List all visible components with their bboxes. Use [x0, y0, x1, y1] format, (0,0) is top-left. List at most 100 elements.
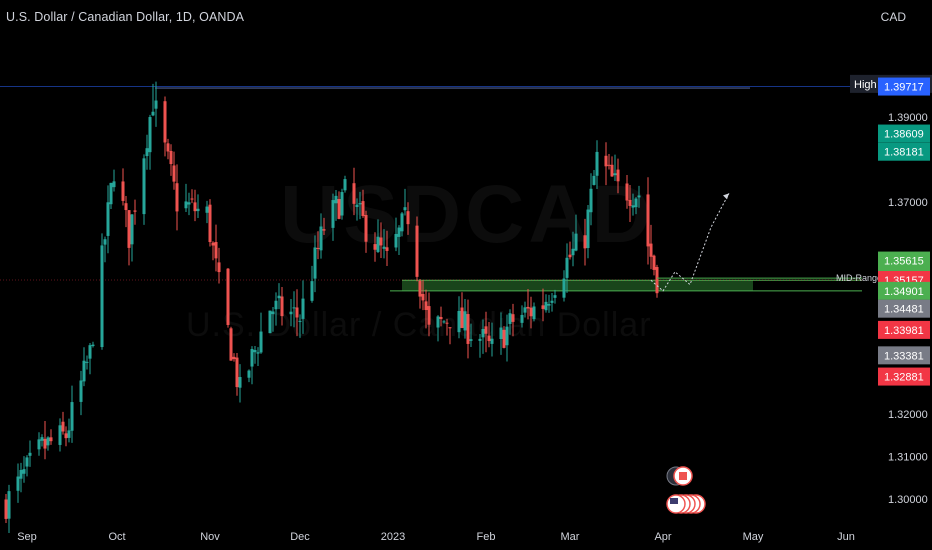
candle-body	[58, 425, 62, 445]
price-badge-bg	[878, 77, 930, 96]
candle-body	[331, 200, 335, 228]
candle-body	[169, 150, 173, 165]
price-badge: 1.33981	[878, 320, 930, 339]
candle-body	[184, 201, 188, 209]
candle-body	[82, 360, 86, 382]
candle-body	[172, 165, 176, 182]
price-badge: 1.34901	[878, 281, 930, 300]
candle-body	[88, 345, 92, 359]
candle-body	[313, 247, 317, 279]
price-badge-bg	[878, 320, 930, 339]
candle-body	[130, 214, 134, 245]
candle-body	[337, 198, 341, 219]
candle-body	[571, 248, 575, 256]
candle-body	[568, 254, 572, 258]
candle-body	[103, 239, 107, 245]
price-badge-value: 1.38181	[884, 147, 924, 159]
x-tick-label: Feb	[477, 531, 496, 543]
candle-body	[589, 188, 593, 213]
candle-body	[529, 307, 533, 317]
y-tick-label: 1.30000	[888, 494, 928, 506]
candle-body	[319, 226, 323, 251]
x-tick-label: Nov	[200, 531, 220, 543]
candle-body	[520, 314, 524, 323]
candle-body	[64, 433, 68, 439]
candle-body	[442, 321, 446, 323]
candle-body	[355, 204, 359, 208]
candle-body	[382, 246, 386, 249]
candle-body	[190, 198, 194, 200]
candle-body	[415, 225, 419, 277]
candle-body	[427, 306, 431, 325]
candle-body	[43, 438, 47, 449]
y-tick-label: 1.31000	[888, 451, 928, 463]
us-flag-canton	[670, 498, 678, 504]
event-icons	[666, 466, 706, 514]
candle-body	[148, 117, 152, 153]
price-badge: 1.32881	[878, 367, 930, 386]
candle-body	[298, 320, 302, 322]
candle-body	[22, 469, 26, 474]
price-badge-value: 1.34481	[884, 304, 924, 316]
candle-body	[505, 326, 509, 346]
candle-body	[343, 179, 347, 191]
price-badge-bg	[878, 142, 930, 161]
x-tick-label: 2023	[381, 531, 405, 543]
candle-body	[652, 255, 656, 270]
candle-body	[166, 143, 170, 152]
price-badge-value: 1.33381	[884, 350, 924, 362]
candle-body	[421, 293, 425, 301]
x-tick-label: Apr	[654, 531, 671, 543]
candle-body	[499, 327, 503, 340]
candle-body	[274, 300, 278, 310]
candle-body	[187, 202, 191, 205]
price-badge-bg	[878, 367, 930, 386]
mid-range-label: MID-Range	[836, 273, 882, 283]
candle-body	[175, 183, 179, 212]
currency-label: CAD	[880, 10, 906, 24]
candle-body	[61, 421, 65, 432]
candle-body	[163, 101, 167, 143]
candle-body	[226, 268, 230, 325]
candle-body	[37, 439, 41, 450]
candle-body	[271, 311, 275, 315]
candle-body	[484, 326, 488, 334]
candle-body	[28, 452, 32, 456]
candle-body	[211, 242, 215, 246]
y-tick-label: 1.32000	[888, 409, 928, 421]
watermark: USDCAD U.S. Dollar / Canadian Dollar	[186, 169, 651, 344]
candle-body	[361, 201, 365, 216]
candle-body	[397, 227, 401, 237]
x-tick-label: Dec	[290, 531, 310, 543]
candle-body	[7, 491, 11, 519]
time-axis: Sep Oct Nov Dec 2023 Feb Mar Apr May Jun	[17, 531, 855, 543]
candle-body	[373, 244, 377, 250]
projection-arrow	[723, 193, 729, 200]
candle-body	[376, 236, 380, 252]
chart-title: U.S. Dollar / Canadian Dollar, 1D, OANDA	[6, 10, 245, 24]
candle-body	[592, 175, 596, 185]
candle-body	[214, 242, 218, 259]
support-zone-layer	[0, 86, 862, 292]
candle-body	[106, 202, 110, 236]
candle-body	[145, 148, 149, 157]
candle-body	[523, 307, 527, 313]
candle-body	[637, 195, 641, 198]
price-badge-value: 1.34901	[884, 286, 924, 298]
candle-body	[547, 304, 551, 306]
candle-body	[334, 195, 338, 204]
candle-body	[127, 210, 131, 248]
candle-body	[625, 183, 629, 201]
candle-body	[79, 380, 83, 402]
candle-body	[301, 298, 305, 319]
candle-body	[193, 202, 197, 212]
candle-body	[364, 215, 368, 242]
candle-body	[121, 181, 125, 201]
candle-body	[628, 199, 632, 206]
candle-body	[463, 311, 467, 331]
candle-body	[469, 339, 473, 341]
candle-body	[481, 328, 485, 338]
candle-body	[583, 235, 587, 249]
candle-body	[280, 296, 284, 317]
